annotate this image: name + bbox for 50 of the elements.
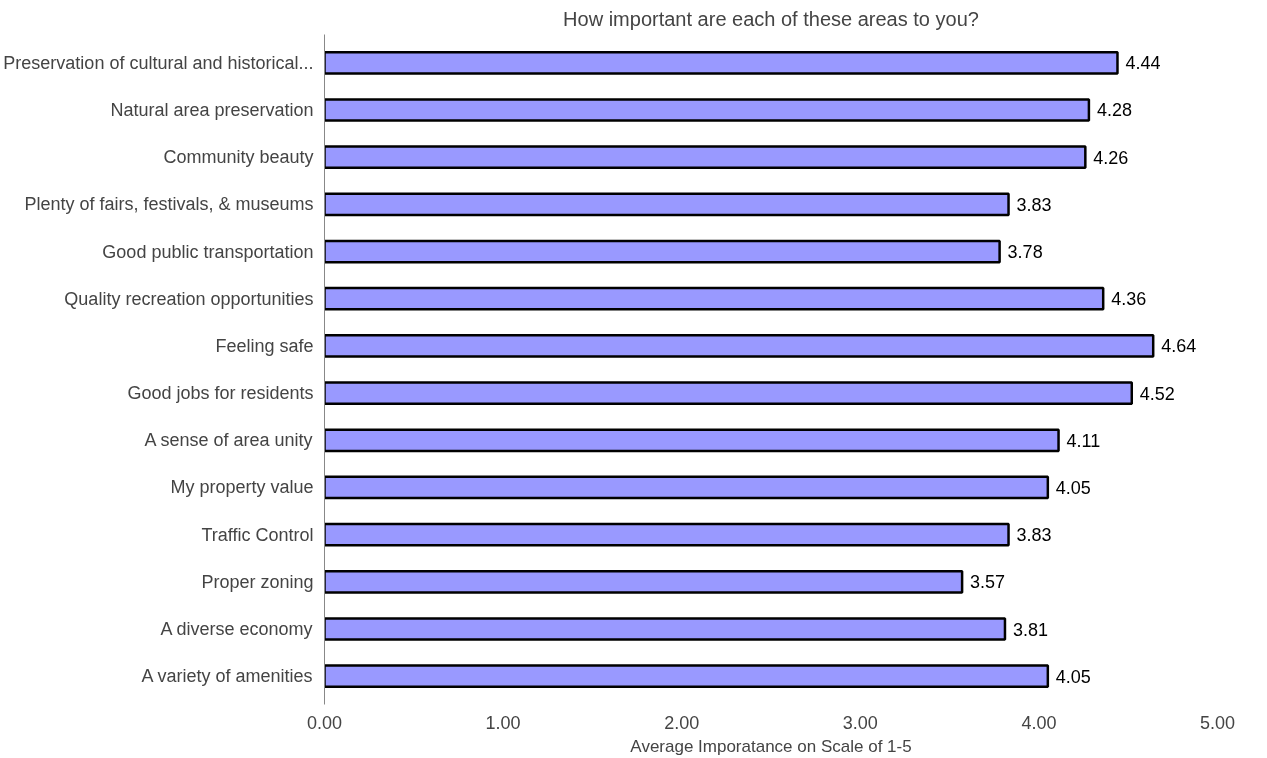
data-label: 4.05 <box>1055 666 1091 687</box>
data-label: 4.26 <box>1093 147 1129 168</box>
y-tick-label: Community beauty <box>163 147 314 168</box>
bar <box>324 475 1050 500</box>
data-label: 3.83 <box>1016 525 1052 546</box>
data-label: 3.78 <box>1007 242 1043 263</box>
bar <box>324 334 1155 358</box>
x-tick-label: 5.00 <box>1199 712 1236 733</box>
data-label: 3.57 <box>970 572 1006 593</box>
y-tick-label: Preservation of cultural and historical... <box>3 52 314 73</box>
data-label: 4.11 <box>1066 430 1101 451</box>
data-label: 3.83 <box>1016 194 1052 215</box>
bar <box>324 286 1105 311</box>
x-tick-label: 4.00 <box>1021 712 1057 733</box>
data-label: 4.52 <box>1139 383 1175 404</box>
y-tick-label: Quality recreation opportunities <box>64 288 314 309</box>
data-label: 4.05 <box>1055 477 1091 498</box>
bar <box>324 192 1010 217</box>
y-tick-label: A diverse economy <box>160 619 313 640</box>
x-tick-label: 0.00 <box>306 712 343 733</box>
y-tick-label: A sense of area unity <box>144 430 313 451</box>
data-label: 4.64 <box>1161 336 1197 357</box>
y-tick-label: A variety of amenities <box>141 666 313 687</box>
x-tick-label: 1.00 <box>485 712 521 733</box>
y-tick-label: Good jobs for residents <box>127 383 314 404</box>
bar <box>324 50 1119 75</box>
y-tick-label: Traffic Control <box>201 524 314 545</box>
x-tick-label: 3.00 <box>842 712 878 733</box>
y-tick-label: Feeling safe <box>215 335 314 356</box>
data-label: 3.81 <box>1012 619 1049 640</box>
bar <box>324 381 1134 405</box>
y-tick-label: My property value <box>170 477 314 498</box>
bar <box>324 428 1060 453</box>
data-label: 4.36 <box>1111 289 1147 310</box>
y-tick-label: Plenty of fairs, festivals, & museums <box>24 194 314 215</box>
y-tick-label: Proper zoning <box>201 571 314 592</box>
bar <box>324 239 1001 264</box>
chart-title: How important are each of these areas to you? <box>563 7 979 30</box>
y-tick-label: Good public transportation <box>102 241 314 262</box>
bar <box>324 145 1087 170</box>
y-tick-label: Natural area preservation <box>110 99 314 120</box>
data-label: 4.44 <box>1125 53 1161 74</box>
bar <box>324 98 1091 122</box>
bar <box>324 569 964 594</box>
x-axis-title: Average Imporatance on Scale of 1-5 <box>630 736 912 756</box>
bar <box>324 522 1010 547</box>
data-label: 4.28 <box>1096 100 1132 121</box>
bar <box>324 617 1007 641</box>
bar <box>324 664 1050 689</box>
x-tick-label: 2.00 <box>664 712 700 733</box>
